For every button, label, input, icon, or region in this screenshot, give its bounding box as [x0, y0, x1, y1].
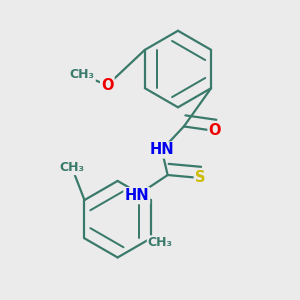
- Text: O: O: [101, 78, 114, 93]
- Text: CH₃: CH₃: [59, 161, 85, 174]
- Text: O: O: [208, 123, 221, 138]
- Text: HN: HN: [124, 188, 149, 203]
- Text: HN: HN: [149, 142, 174, 158]
- Text: CH₃: CH₃: [148, 236, 173, 249]
- Text: CH₃: CH₃: [70, 68, 95, 81]
- Text: S: S: [195, 170, 205, 185]
